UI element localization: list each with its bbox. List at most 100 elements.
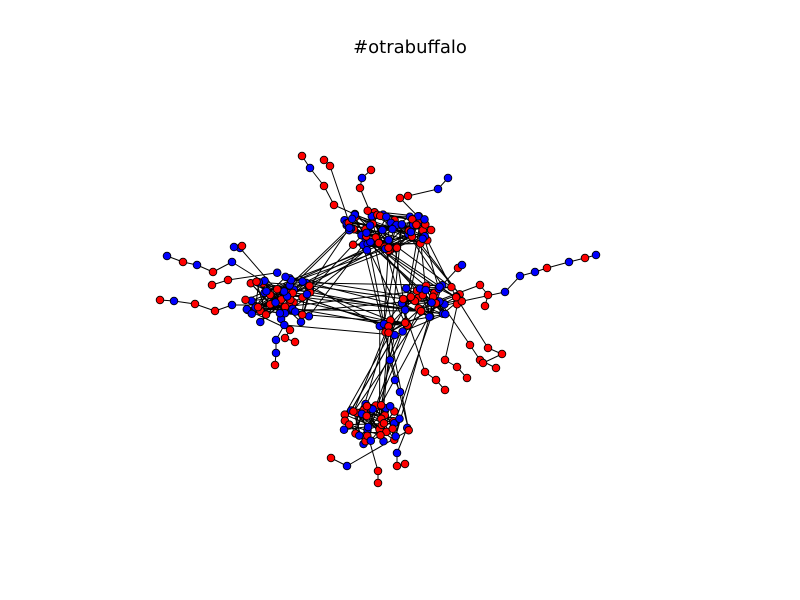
graph-node-blue	[247, 309, 257, 319]
graph-node-blue	[272, 268, 282, 277]
graph-node-red	[272, 284, 282, 294]
graph-edge	[257, 249, 368, 308]
graph-node-red	[483, 343, 493, 353]
graph-node-red	[210, 306, 220, 316]
graph-edge	[344, 296, 412, 415]
graph-node-blue	[298, 277, 307, 286]
graph-node-red	[440, 355, 450, 365]
graph-node-red	[452, 362, 462, 372]
graph-edge	[461, 291, 506, 302]
graph-node-red	[207, 280, 217, 290]
graph-node-blue	[385, 402, 395, 411]
graph-node-red	[348, 240, 358, 250]
graph-node-red	[363, 206, 372, 216]
graph-node-blue	[500, 287, 510, 297]
graph-node-blue	[227, 257, 237, 267]
graph-node-blue	[227, 300, 237, 310]
graph-node-blue	[345, 223, 354, 233]
graph-node-red	[280, 333, 290, 343]
graph-node-red	[426, 225, 436, 235]
graph-node-red	[326, 453, 336, 463]
graph-node-red	[374, 238, 384, 248]
graph-node-red	[237, 241, 247, 251]
graph-node-red	[379, 419, 389, 428]
graph-node-blue	[355, 431, 364, 440]
graph-edge	[246, 308, 422, 312]
graph-node-red	[416, 306, 426, 316]
graph-node-red	[451, 292, 461, 302]
graph-node-blue	[564, 257, 574, 267]
graph-node-blue	[281, 272, 290, 282]
graph-node-red	[447, 282, 456, 292]
graph-node-blue	[395, 387, 405, 397]
graph-node-blue	[271, 298, 280, 307]
graph-node-red	[297, 151, 307, 161]
graph-node-red	[478, 358, 488, 368]
graph-node-red	[420, 367, 430, 377]
graph-title: #otrabuffalo	[353, 37, 467, 58]
graph-node-red	[384, 243, 393, 253]
graph-node-red	[404, 426, 413, 435]
graph-edge	[247, 309, 406, 324]
graph-node-red	[497, 349, 507, 359]
graph-node-red	[190, 299, 200, 309]
graph-node-blue	[305, 163, 315, 173]
graph-node-blue	[515, 271, 525, 281]
graph-node-blue	[378, 225, 387, 235]
graph-edge	[401, 303, 426, 373]
graph-node-blue	[229, 242, 239, 252]
graph-node-blue	[420, 215, 429, 224]
graph-node-blue	[441, 309, 450, 319]
graph-node-red	[395, 193, 405, 203]
graph-node-red	[362, 401, 372, 411]
graph-node-blue	[401, 284, 411, 293]
graph-node-blue	[435, 282, 444, 292]
graph-node-red	[406, 292, 416, 302]
graph-edge	[302, 281, 381, 327]
graph-node-red	[178, 257, 188, 267]
graph-node-blue	[418, 234, 427, 244]
graph-node-red	[325, 161, 335, 171]
graph-node-red	[376, 431, 385, 440]
graph-node-blue	[271, 335, 281, 345]
graph-node-red	[223, 275, 233, 285]
graph-node-red	[290, 337, 300, 347]
graph-edge	[227, 272, 278, 281]
graph-node-blue	[279, 287, 289, 296]
graph-node-red	[344, 420, 354, 429]
graph-node-blue	[302, 289, 312, 299]
graph-edge	[392, 285, 443, 429]
graph-node-blue	[365, 221, 375, 230]
graph-node-blue	[366, 237, 375, 247]
graph-node-red	[440, 385, 450, 395]
graph-node-red	[400, 318, 410, 328]
graph-node-blue	[397, 220, 407, 229]
graph-node-red	[580, 253, 590, 263]
graph-node-blue	[296, 317, 306, 327]
graph-node-blue	[363, 422, 373, 432]
graph-edge	[396, 246, 452, 288]
graph-node-blue	[530, 267, 540, 277]
graph-node-red	[465, 340, 475, 350]
graph-node-red	[253, 302, 263, 312]
graph-node-red	[252, 277, 261, 286]
graph-node-blue	[290, 307, 300, 316]
graph-node-red	[319, 181, 329, 191]
graph-node-blue	[280, 320, 289, 330]
graph-node-red	[384, 328, 393, 337]
graph-node-red	[542, 263, 552, 273]
graph-node-blue	[443, 173, 453, 183]
graph-node-blue	[591, 250, 601, 260]
graph-node-blue	[385, 355, 395, 365]
graph-node-blue	[433, 184, 443, 194]
graph-nodes	[155, 151, 601, 488]
graph-node-red	[480, 301, 490, 311]
graph-node-red	[462, 373, 472, 383]
graph-node-blue	[256, 317, 265, 327]
graph-node-red	[155, 295, 165, 305]
graph-node-blue	[347, 214, 357, 224]
graph-node-blue	[391, 432, 400, 441]
graph-node-blue	[390, 375, 400, 385]
graph-node-blue	[427, 298, 436, 307]
